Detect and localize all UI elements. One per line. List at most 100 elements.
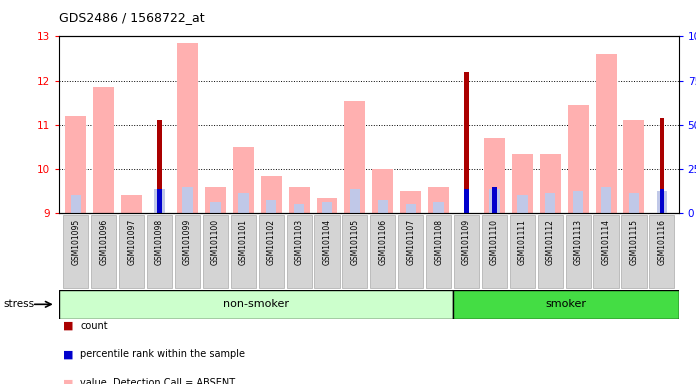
Bar bbox=[464, 189, 469, 213]
FancyBboxPatch shape bbox=[259, 215, 284, 288]
Bar bbox=[157, 121, 162, 213]
Text: GSM101108: GSM101108 bbox=[434, 219, 443, 265]
Bar bbox=[349, 189, 360, 213]
FancyBboxPatch shape bbox=[231, 215, 256, 288]
FancyBboxPatch shape bbox=[482, 215, 507, 288]
Text: GSM101106: GSM101106 bbox=[379, 219, 388, 265]
Bar bbox=[317, 198, 338, 213]
FancyBboxPatch shape bbox=[398, 215, 423, 288]
Bar bbox=[93, 87, 114, 213]
Text: value, Detection Call = ABSENT: value, Detection Call = ABSENT bbox=[80, 378, 235, 384]
FancyBboxPatch shape bbox=[63, 215, 88, 288]
Text: percentile rank within the sample: percentile rank within the sample bbox=[80, 349, 245, 359]
Text: GSM101101: GSM101101 bbox=[239, 219, 248, 265]
Bar bbox=[261, 175, 282, 213]
Bar bbox=[624, 121, 644, 213]
Text: GDS2486 / 1568722_at: GDS2486 / 1568722_at bbox=[59, 12, 205, 25]
Bar bbox=[345, 101, 365, 213]
Bar bbox=[266, 200, 276, 213]
Bar bbox=[512, 154, 533, 213]
Bar bbox=[182, 187, 193, 213]
Text: GSM101103: GSM101103 bbox=[294, 219, 303, 265]
Text: GSM101100: GSM101100 bbox=[211, 219, 220, 265]
Bar bbox=[322, 202, 332, 213]
FancyBboxPatch shape bbox=[287, 215, 312, 288]
FancyBboxPatch shape bbox=[91, 215, 116, 288]
Bar bbox=[289, 187, 310, 213]
Bar bbox=[406, 204, 416, 213]
Bar bbox=[628, 193, 639, 213]
Bar bbox=[233, 147, 254, 213]
FancyBboxPatch shape bbox=[426, 215, 451, 288]
Bar bbox=[573, 191, 583, 213]
Text: smoker: smoker bbox=[546, 299, 587, 310]
Bar bbox=[484, 138, 505, 213]
Text: GSM101114: GSM101114 bbox=[601, 219, 610, 265]
Bar bbox=[155, 189, 165, 213]
Bar bbox=[492, 189, 497, 213]
Text: GSM101099: GSM101099 bbox=[183, 219, 192, 265]
Text: GSM101102: GSM101102 bbox=[267, 219, 276, 265]
FancyBboxPatch shape bbox=[370, 215, 395, 288]
Text: GSM101115: GSM101115 bbox=[629, 219, 638, 265]
Text: GSM101113: GSM101113 bbox=[574, 219, 583, 265]
Bar bbox=[428, 187, 449, 213]
Text: GSM101107: GSM101107 bbox=[406, 219, 416, 265]
Bar bbox=[660, 189, 664, 213]
Text: GSM101096: GSM101096 bbox=[100, 219, 109, 265]
Bar bbox=[210, 202, 221, 213]
Bar bbox=[177, 43, 198, 213]
Text: GSM101110: GSM101110 bbox=[490, 219, 499, 265]
FancyBboxPatch shape bbox=[342, 215, 367, 288]
Bar bbox=[596, 54, 617, 213]
Bar bbox=[205, 187, 226, 213]
FancyBboxPatch shape bbox=[119, 215, 144, 288]
Text: GSM101095: GSM101095 bbox=[72, 219, 81, 265]
Bar bbox=[517, 195, 528, 213]
Bar bbox=[656, 191, 667, 213]
Bar bbox=[157, 189, 162, 213]
Bar bbox=[492, 187, 497, 213]
Text: count: count bbox=[80, 321, 108, 331]
FancyBboxPatch shape bbox=[454, 215, 479, 288]
Text: ■: ■ bbox=[63, 378, 73, 384]
Text: ■: ■ bbox=[63, 349, 73, 359]
Text: GSM101109: GSM101109 bbox=[462, 219, 471, 265]
Bar bbox=[294, 204, 304, 213]
Text: stress: stress bbox=[3, 299, 35, 310]
FancyBboxPatch shape bbox=[175, 215, 200, 288]
FancyBboxPatch shape bbox=[203, 215, 228, 288]
Bar bbox=[71, 195, 81, 213]
Bar bbox=[545, 193, 555, 213]
FancyBboxPatch shape bbox=[566, 215, 591, 288]
Bar bbox=[489, 189, 500, 213]
FancyBboxPatch shape bbox=[622, 215, 647, 288]
Text: GSM101104: GSM101104 bbox=[322, 219, 331, 265]
FancyBboxPatch shape bbox=[538, 215, 563, 288]
Bar bbox=[65, 116, 86, 213]
Text: GSM101097: GSM101097 bbox=[127, 219, 136, 265]
Text: ■: ■ bbox=[63, 321, 73, 331]
Bar bbox=[568, 105, 589, 213]
Text: GSM101098: GSM101098 bbox=[155, 219, 164, 265]
FancyBboxPatch shape bbox=[59, 290, 453, 319]
FancyBboxPatch shape bbox=[509, 215, 535, 288]
Bar bbox=[238, 193, 248, 213]
Bar bbox=[121, 195, 142, 213]
Text: GSM101112: GSM101112 bbox=[546, 219, 555, 265]
Bar bbox=[540, 154, 561, 213]
FancyBboxPatch shape bbox=[453, 290, 679, 319]
FancyBboxPatch shape bbox=[649, 215, 674, 288]
Text: GSM101116: GSM101116 bbox=[657, 219, 666, 265]
Bar bbox=[378, 200, 388, 213]
Bar bbox=[372, 169, 393, 213]
Text: GSM101111: GSM101111 bbox=[518, 219, 527, 265]
Bar bbox=[464, 72, 469, 213]
Bar bbox=[434, 202, 444, 213]
Bar bbox=[400, 191, 421, 213]
FancyBboxPatch shape bbox=[594, 215, 619, 288]
Bar bbox=[601, 187, 611, 213]
FancyBboxPatch shape bbox=[315, 215, 340, 288]
Bar bbox=[660, 118, 664, 213]
Text: non-smoker: non-smoker bbox=[223, 299, 290, 310]
